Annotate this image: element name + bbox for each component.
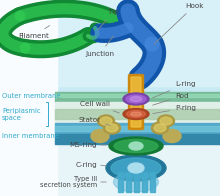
Ellipse shape [130, 96, 142, 102]
Bar [55, 123, 220, 136]
Ellipse shape [100, 117, 112, 125]
Text: MS-ring: MS-ring [69, 142, 97, 148]
Bar [55, 92, 220, 102]
FancyBboxPatch shape [131, 77, 141, 127]
Ellipse shape [123, 93, 149, 105]
Ellipse shape [163, 130, 181, 142]
Bar [55, 0, 220, 86]
Text: Filament: Filament [18, 25, 50, 39]
Ellipse shape [106, 124, 118, 132]
Ellipse shape [114, 140, 158, 152]
Ellipse shape [97, 115, 114, 127]
Text: C-ring: C-ring [75, 162, 97, 168]
Text: Tip: Tip [98, 9, 119, 30]
Text: Cell wall: Cell wall [80, 101, 119, 113]
Ellipse shape [123, 109, 149, 120]
Bar [55, 94, 220, 97]
Text: Periplasmic
space: Periplasmic space [2, 107, 41, 121]
Text: Rod: Rod [153, 93, 189, 105]
Ellipse shape [109, 137, 163, 155]
Ellipse shape [129, 142, 143, 150]
Text: Inner membrane: Inner membrane [2, 133, 59, 139]
Bar [55, 126, 220, 131]
Ellipse shape [103, 122, 121, 134]
Ellipse shape [111, 158, 161, 178]
Ellipse shape [91, 130, 109, 142]
Text: Stator: Stator [78, 117, 110, 125]
Ellipse shape [160, 117, 172, 125]
FancyBboxPatch shape [128, 74, 143, 130]
Text: Junction: Junction [85, 36, 114, 57]
Ellipse shape [114, 172, 158, 192]
Ellipse shape [126, 95, 146, 103]
Text: Type III
secretion system: Type III secretion system [40, 175, 97, 189]
Bar [0, 0, 57, 196]
Bar [141, 172, 147, 192]
Text: L-ring: L-ring [152, 81, 196, 98]
Bar [125, 172, 130, 192]
Bar [150, 172, 154, 192]
Bar [55, 102, 220, 124]
Bar [55, 109, 220, 119]
Bar [55, 134, 220, 144]
Bar [117, 172, 123, 192]
Text: Hook: Hook [154, 3, 204, 44]
Bar [55, 0, 220, 94]
Ellipse shape [154, 124, 166, 132]
Ellipse shape [128, 163, 144, 173]
Ellipse shape [152, 122, 169, 134]
Ellipse shape [126, 111, 145, 117]
Ellipse shape [130, 112, 141, 116]
Ellipse shape [158, 115, 174, 127]
Bar [134, 172, 139, 192]
Bar [55, 143, 220, 196]
Ellipse shape [106, 155, 166, 181]
Text: P-ring: P-ring [153, 105, 196, 113]
Text: Outer membrane: Outer membrane [2, 93, 60, 99]
